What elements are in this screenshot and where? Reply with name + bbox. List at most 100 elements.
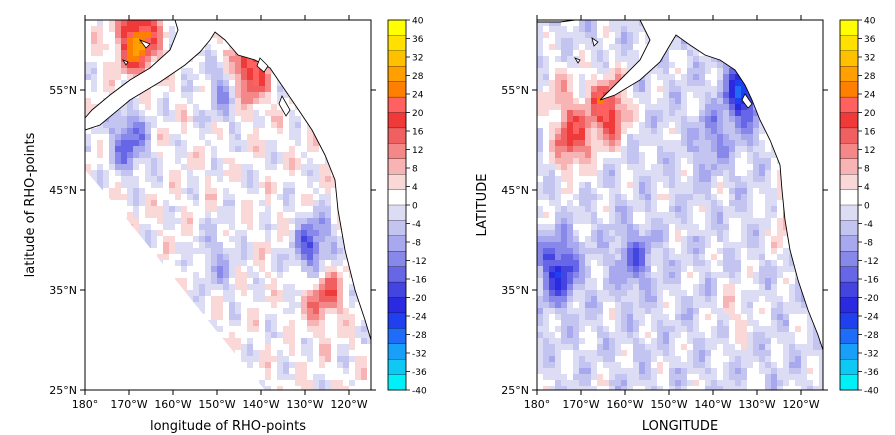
right-heatmap-cell: [657, 254, 664, 261]
right-heatmap-cell: [537, 110, 544, 117]
left-heatmap-cell: [115, 44, 122, 51]
left-heatmap-cell: [289, 104, 296, 111]
left-heatmap-cell: [115, 128, 122, 135]
left-heatmap-cell: [193, 188, 200, 195]
left-heatmap-cell: [289, 218, 296, 225]
right-heatmap-cell: [711, 218, 718, 225]
left-heatmap-cell: [115, 20, 122, 27]
right-heatmap-cell: [699, 260, 706, 267]
left-heatmap-cell: [187, 194, 194, 201]
left-heatmap-cell: [229, 230, 236, 237]
left-heatmap-cell: [217, 188, 224, 195]
left-heatmap-cell: [229, 212, 236, 219]
left-heatmap-cell: [337, 362, 344, 369]
left-heatmap-cell: [319, 344, 326, 351]
left-heatmap-cell: [319, 218, 326, 225]
right-heatmap-cell: [603, 32, 610, 39]
right-heatmap-cell: [603, 140, 610, 147]
right-heatmap-cell: [759, 248, 766, 255]
right-heatmap-cell: [669, 110, 676, 117]
right-heatmap-cell: [729, 158, 736, 165]
left-heatmap-cell: [283, 308, 290, 315]
right-heatmap-cell: [669, 122, 676, 129]
right-heatmap-cell: [711, 140, 718, 147]
right-heatmap-cell: [633, 44, 640, 51]
right-heatmap-cell: [687, 260, 694, 267]
right-heatmap-cell: [561, 218, 568, 225]
left-heatmap-cell: [223, 230, 230, 237]
right-heatmap-cell: [537, 236, 544, 243]
right-heatmap-cell: [693, 158, 700, 165]
left-heatmap-cell: [265, 362, 272, 369]
right-heatmap-cell: [687, 206, 694, 213]
left-heatmap-cell: [109, 170, 116, 177]
left-heatmap-cell: [259, 236, 266, 243]
right-heatmap-cell: [543, 62, 550, 69]
right-heatmap-cell: [771, 242, 778, 249]
left-heatmap-cell: [253, 158, 260, 165]
left-heatmap-cell: [349, 320, 356, 327]
left-heatmap-cell: [211, 242, 218, 249]
right-heatmap-cell: [717, 122, 724, 129]
left-heatmap-cell: [139, 44, 146, 51]
left-heatmap-cell: [181, 188, 188, 195]
left-y-tick-label: 35°N: [49, 284, 77, 297]
right-heatmap-cell: [603, 242, 610, 249]
right-heatmap-cell: [597, 200, 604, 207]
left-heatmap-cell: [325, 272, 332, 279]
left-heatmap-cell: [217, 236, 224, 243]
right-heatmap-cell: [585, 68, 592, 75]
left-heatmap-cell: [319, 302, 326, 309]
right-heatmap-cell: [579, 218, 586, 225]
left-heatmap-cell: [181, 158, 188, 165]
left-heatmap-cell: [259, 74, 266, 81]
left-heatmap-cell: [247, 278, 254, 285]
right-heatmap-cell: [693, 110, 700, 117]
right-heatmap-cell: [567, 116, 574, 123]
left-heatmap-cell: [265, 308, 272, 315]
left-heatmap-cell: [343, 314, 350, 321]
left-heatmap-cell: [169, 170, 176, 177]
left-x-tick-label: 160°W: [154, 398, 191, 411]
left-heatmap-cell: [175, 212, 182, 219]
left-heatmap-cell: [217, 272, 224, 279]
right-heatmap-cell: [699, 62, 706, 69]
right-heatmap-cell: [699, 254, 706, 261]
right-heatmap-cell: [561, 146, 568, 153]
left-heatmap-cell: [181, 260, 188, 267]
left-heatmap-cell: [217, 218, 224, 225]
left-heatmap-cell: [121, 152, 128, 159]
left-heatmap-cell: [301, 386, 308, 390]
left-heatmap-cell: [187, 110, 194, 117]
right-heatmap-cell: [645, 206, 652, 213]
right-heatmap-cell: [717, 176, 724, 183]
left-heatmap-cell: [259, 368, 266, 375]
right-heatmap-cell: [669, 248, 676, 255]
left-heatmap-cell: [163, 146, 170, 153]
right-heatmap-cell: [705, 230, 712, 237]
left-heatmap-cell: [277, 104, 284, 111]
right-heatmap-cell: [645, 92, 652, 99]
left-heatmap-cell: [235, 290, 242, 297]
left-heatmap-cell: [307, 188, 314, 195]
left-heatmap-cell: [301, 350, 308, 357]
right-heatmap-cell: [777, 242, 784, 249]
left-heatmap-cell: [253, 134, 260, 141]
left-heatmap-cell: [187, 212, 194, 219]
left-heatmap-cell: [211, 212, 218, 219]
left-heatmap-cell: [325, 368, 332, 375]
left-heatmap-cell: [349, 296, 356, 303]
right-heatmap-cell: [747, 242, 754, 249]
right-heatmap-cell: [729, 200, 736, 207]
left-heatmap-cell: [271, 386, 278, 390]
right-heatmap-cell: [561, 248, 568, 255]
right-heatmap-cell: [723, 110, 730, 117]
right-heatmap-cell: [741, 218, 748, 225]
left-heatmap-cell: [295, 302, 302, 309]
left-heatmap-cell: [109, 128, 116, 135]
left-heatmap-cell: [343, 260, 350, 267]
left-heatmap-cell: [109, 74, 116, 81]
right-heatmap-cell: [615, 188, 622, 195]
left-heatmap-cell: [331, 380, 338, 387]
right-heatmap-cell: [717, 170, 724, 177]
